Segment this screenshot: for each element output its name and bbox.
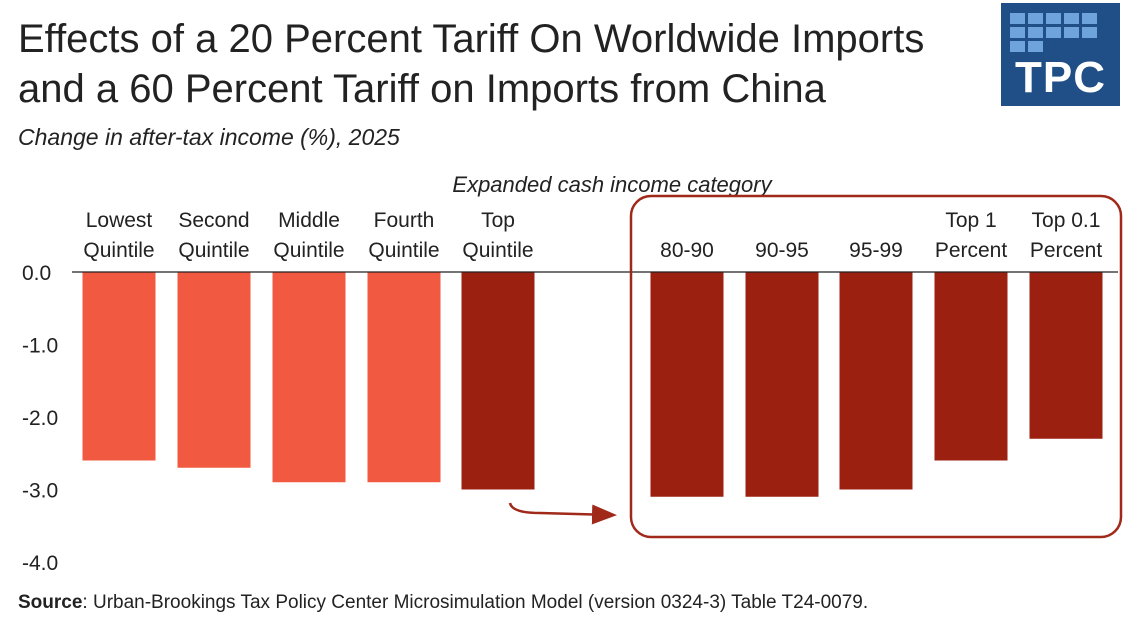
category-label: 95-99 [849,239,903,262]
logo-text: TPC [1015,53,1106,102]
bar-4 [461,272,535,490]
bar-6 [745,272,819,497]
bar-chart: 0.0 -1.0 -2.0 -3.0 -4.0 Lowest Quintile Second… [22,172,1123,575]
category-label: Top Quintile [462,209,533,262]
category-label: Fourth Quintile [368,209,439,262]
source-label: Source [18,592,83,613]
category-labels-group: Lowest Quintile Second Quintile Middle Quinti… [83,209,1102,262]
category-label: Lowest Quintile [83,209,154,262]
bar-0 [82,272,156,461]
chart-title: Effects of a 20 Percent Tariff On Worldw… [18,14,988,114]
bar-8 [934,272,1008,461]
title-line-1: Effects of a 20 Percent Tariff On Worldw… [18,17,925,61]
source-note: Source: Urban-Brookings Tax Policy Cente… [18,592,868,614]
category-label: Top 0.1 Percent [1030,209,1103,262]
category-label: 90-95 [755,239,809,262]
y-tick-label: -1.0 [22,335,58,358]
chart-subtitle: Change in after-tax income (%), 2025 [18,124,400,150]
highlight-box [629,194,1123,539]
bar-3 [367,272,441,483]
category-label: Middle Quintile [273,209,344,262]
bars-group [82,272,1103,497]
bar-5 [650,272,724,497]
category-label: Top 1 Percent [935,209,1008,262]
title-line-2: and a 60 Percent Tariff on Imports from … [18,67,826,111]
y-tick-label: -2.0 [22,407,58,430]
x-axis-title: Expanded cash income category [452,172,773,197]
category-label: 80-90 [660,239,714,262]
bar-9 [1029,272,1103,439]
pointer-arrow [508,502,617,525]
y-ticks-group: 0.0 -1.0 -2.0 -3.0 -4.0 [22,262,58,575]
bar-2 [272,272,346,483]
logo-grid-icon [1010,13,1111,52]
bar-1 [177,272,251,468]
tpc-logo: TPC [1001,3,1120,106]
category-label: Second Quintile [178,209,249,262]
source-text: : Urban-Brookings Tax Policy Center Micr… [82,592,869,613]
bar-7 [839,272,913,490]
y-tick-label: -3.0 [22,480,58,503]
y-tick-label: 0.0 [22,262,51,285]
y-tick-label: -4.0 [22,552,58,575]
